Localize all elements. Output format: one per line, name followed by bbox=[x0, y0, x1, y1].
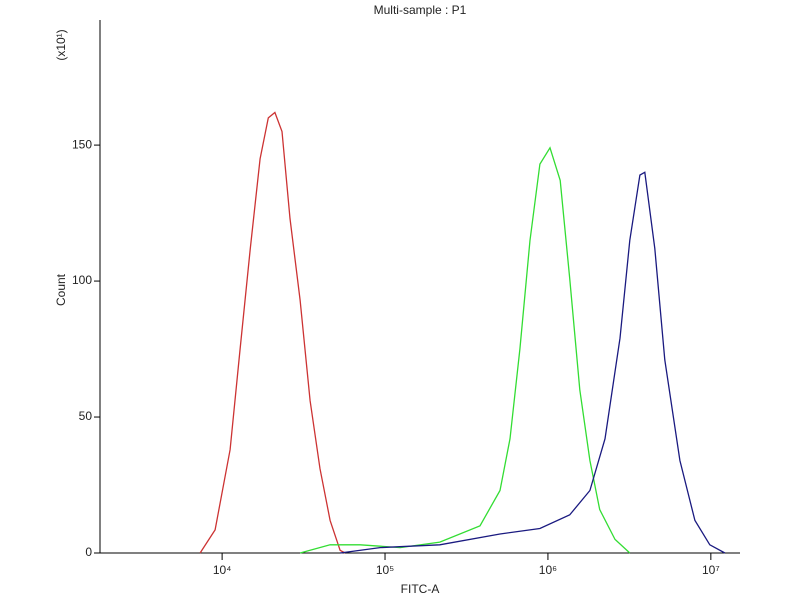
x-tick-label: 10⁷ bbox=[702, 563, 720, 577]
histogram-line bbox=[299, 146, 631, 554]
chart-title: Multi-sample : P1 bbox=[374, 3, 467, 17]
x-tick-label: 10⁶ bbox=[539, 563, 557, 577]
histogram-line bbox=[199, 111, 346, 554]
y-tick-label: 50 bbox=[79, 409, 93, 423]
y-tick-label: 100 bbox=[72, 273, 92, 287]
x-tick-label: 10⁵ bbox=[376, 563, 394, 577]
y-axis-title: Count bbox=[54, 273, 68, 306]
y-tick-label: 0 bbox=[85, 545, 92, 559]
y-tick-label: 150 bbox=[72, 137, 92, 151]
x-axis-title: FITC-A bbox=[401, 582, 440, 596]
x-tick-label: 10⁴ bbox=[213, 563, 232, 577]
y-multiplier: (x10¹) bbox=[54, 29, 68, 60]
histogram-line bbox=[340, 171, 726, 554]
